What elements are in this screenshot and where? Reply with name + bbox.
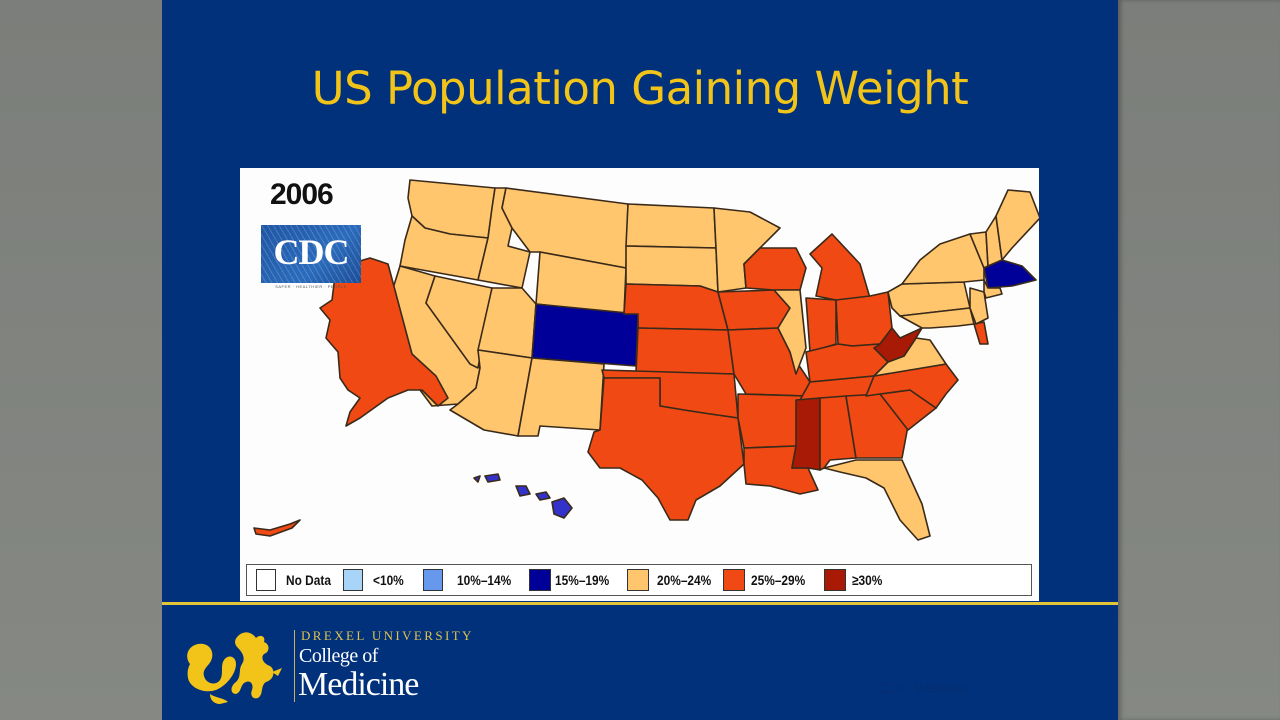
state-colorado: [531, 303, 639, 367]
legend-label: 10%–14%: [457, 572, 512, 588]
state-north-dakota: [625, 203, 717, 249]
state-illinois: [773, 289, 807, 375]
college-name-line2: Medicine: [298, 666, 419, 703]
state-new-mexico: [517, 357, 605, 437]
background-right: [1118, 0, 1280, 720]
state-alaska-aleutians: [253, 519, 301, 537]
legend-item-15-19: 15%–19%: [528, 569, 619, 591]
legend-swatch: [626, 569, 649, 591]
slide-title: US Population Gaining Weight: [311, 62, 969, 115]
slide: US Population Gaining Weight 2006 CDC SA…: [162, 0, 1118, 720]
background-left: [0, 0, 162, 720]
legend-swatch: [256, 569, 276, 591]
legend-item-ge30: ≥30%: [824, 569, 888, 591]
state-new-jersey: [969, 287, 989, 325]
state-michigan: [809, 233, 871, 301]
university-name: DREXEL UNIVERSITY: [301, 628, 474, 643]
legend-label: 15%–19%: [554, 572, 610, 588]
legend-label: ≥30%: [852, 572, 883, 588]
state-new-york: [901, 233, 985, 285]
state-connecticut: [983, 279, 1003, 299]
state-alaska: [319, 257, 449, 427]
college-name-line1: College of: [299, 645, 378, 667]
legend-item-lt10: <10%: [342, 569, 409, 591]
legend-swatch: [528, 569, 551, 591]
state-texas: [587, 377, 745, 521]
state-north-carolina: [865, 363, 959, 409]
legend-label: <10%: [372, 572, 404, 588]
legend-swatch: [824, 569, 847, 591]
obesity-map-image: 2006 CDC SAFER · HEALTHIER · PEOPLE No D…: [240, 168, 1039, 601]
legend-label: 20%–24%: [656, 572, 712, 588]
cdc-logo-rays: [261, 225, 361, 283]
legend-item-no-data: No Data: [256, 569, 339, 591]
legend-swatch: [423, 569, 444, 591]
legend-label: No Data: [286, 572, 331, 588]
legend-item-20-24: 20%–24%: [626, 569, 721, 591]
cdc-logo: CDC: [261, 225, 361, 283]
state-indiana: [805, 297, 837, 353]
state-nevada: [425, 275, 493, 369]
footer-logo-divider: [294, 630, 295, 702]
state-delaware: [973, 321, 989, 345]
legend-item-10-14: 10%–14%: [423, 569, 521, 591]
legend-label: 25%–29%: [750, 572, 805, 588]
state-hawaii-2: [515, 485, 531, 497]
state-hawaii-5: [473, 475, 481, 483]
us-map: [253, 179, 1039, 541]
source-note: CDC Website: [878, 680, 969, 697]
legend-item-25-29: 25%–29%: [722, 569, 815, 591]
state-nebraska: [623, 283, 729, 331]
legend-swatch: [722, 569, 745, 591]
state-kansas: [635, 327, 735, 375]
cdc-logo-text: CDC: [273, 232, 350, 272]
state-maine: [995, 189, 1039, 261]
state-hawaii-3: [535, 491, 551, 501]
cdc-logo-tagline: SAFER · HEALTHIER · PEOPLE: [275, 284, 347, 289]
state-massachusetts: [983, 259, 1037, 289]
map-legend: No Data <10% 10%–14% 15%–19% 20%–24% 25%…: [246, 564, 1032, 596]
state-wisconsin: [743, 247, 807, 291]
state-hawaii-4: [551, 497, 573, 519]
drexel-dragon-logo: [187, 632, 282, 704]
footer-divider-line: [162, 602, 1118, 605]
map-year: 2006: [270, 178, 334, 211]
state-hawaii-1: [484, 473, 501, 483]
state-florida: [823, 459, 931, 541]
state-mississippi: [791, 397, 821, 471]
legend-swatch: [342, 569, 363, 591]
state-west-virginia: [873, 327, 923, 363]
